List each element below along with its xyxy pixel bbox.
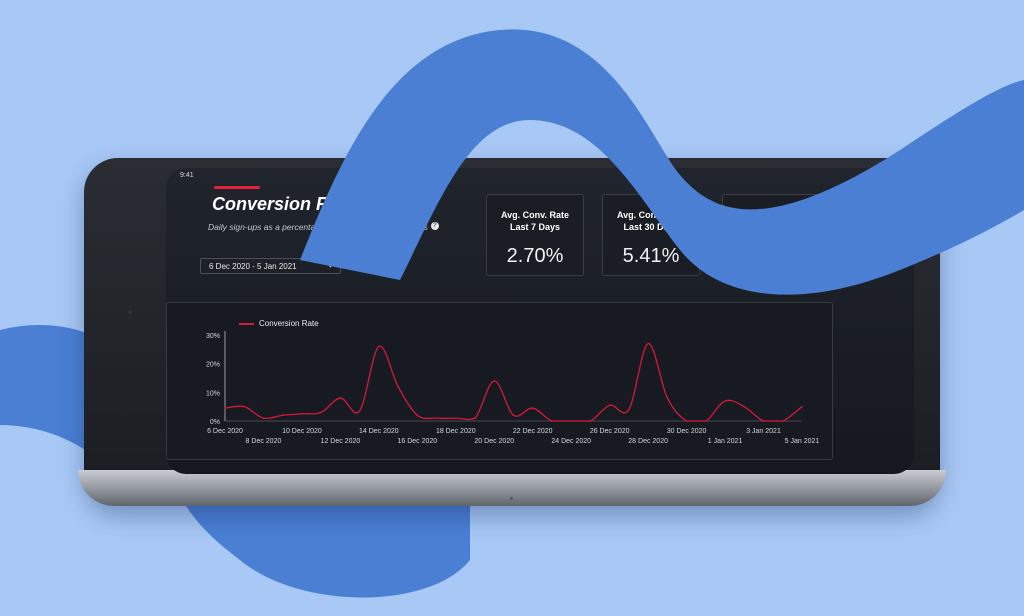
x-tick-label: 1 Jan 2021 xyxy=(708,438,743,445)
caret-down-icon: ▾ xyxy=(328,263,332,270)
data-point xyxy=(762,420,765,422)
stat-card-title: Avg. Conv. Rate Last 30 Days xyxy=(616,210,685,232)
data-point xyxy=(455,417,457,419)
x-tick-label: 5 Jan 2021 xyxy=(785,438,820,445)
data-point xyxy=(666,397,669,399)
data-point xyxy=(512,414,515,417)
x-tick-label: 6 Dec 2020 xyxy=(207,428,243,435)
page-subtitle: Daily sign-ups as a percentage of daily … xyxy=(208,222,439,232)
stat-card-third xyxy=(722,194,820,276)
tablet-rim xyxy=(78,470,946,506)
dashboard-screen: 9:41 •• ◔ ▭ Conversion Rates Daily sign-… xyxy=(166,168,914,474)
date-range-value: 6 Dec 2020 - 5 Jan 2021 xyxy=(209,262,297,271)
status-time: 9:41 xyxy=(180,172,194,179)
data-point xyxy=(493,380,496,382)
data-point xyxy=(608,404,611,407)
x-tick-label: 22 Dec 2020 xyxy=(513,428,553,435)
stat-card-value: 5.41% xyxy=(622,245,680,267)
data-point xyxy=(378,345,380,348)
question-circle-icon[interactable]: ? xyxy=(430,222,439,230)
data-point xyxy=(416,414,419,417)
data-point xyxy=(320,411,322,414)
data-point xyxy=(743,405,746,408)
data-point xyxy=(781,420,784,422)
y-tick-label: 30% xyxy=(206,333,220,340)
data-point xyxy=(724,400,726,402)
x-tick-label: 8 Dec 2020 xyxy=(246,438,282,445)
data-point xyxy=(474,417,476,419)
stat-card-30-days: Avg. Conv. Rate Last 30 Days 5.41% xyxy=(602,194,700,276)
x-tick-label: 20 Dec 2020 xyxy=(474,438,514,445)
x-tick-label: 18 Dec 2020 xyxy=(436,428,476,435)
page-title: Conversion Rates xyxy=(212,194,366,214)
data-point xyxy=(435,417,438,419)
microphone-dot xyxy=(510,497,513,500)
series-line-conversion-rate xyxy=(224,342,803,422)
data-point xyxy=(705,420,707,422)
data-point xyxy=(281,414,284,417)
data-point xyxy=(339,397,342,399)
data-point xyxy=(397,385,399,388)
x-tick-label: 12 Dec 2020 xyxy=(321,438,361,445)
data-point xyxy=(551,420,553,422)
y-tick-label: 10% xyxy=(206,390,220,397)
x-tick-label: 14 Dec 2020 xyxy=(359,428,399,435)
data-point xyxy=(628,408,630,411)
data-point xyxy=(224,407,226,409)
x-tick-label: 10 Dec 2020 xyxy=(282,428,322,435)
y-tick-label: 0% xyxy=(210,419,220,426)
info-circle-icon[interactable]: i xyxy=(334,246,343,255)
status-bar: 9:41 •• ◔ ▭ xyxy=(180,172,900,184)
page-subtitle-text: Daily sign-ups as a percentage of daily … xyxy=(208,222,428,232)
status-icons: •• ◔ ▭ xyxy=(868,173,900,180)
conversion-rate-chart: Conversion Rate 0% 10% 20% 30% 6 Dec 2020 8 D… xyxy=(166,302,833,460)
data-point xyxy=(589,420,592,422)
x-tick-label: 26 Dec 2020 xyxy=(590,428,630,435)
x-tick-label: 28 Dec 2020 xyxy=(628,438,668,445)
data-point xyxy=(801,405,803,408)
title-accent-line xyxy=(214,186,260,189)
legend-label: Conversion Rate xyxy=(259,319,319,328)
data-point xyxy=(358,410,361,412)
y-tick-label: 20% xyxy=(206,362,220,369)
x-tick-label: 24 Dec 2020 xyxy=(551,438,591,445)
x-tick-label: 30 Dec 2020 xyxy=(667,428,707,435)
x-tick-label: 16 Dec 2020 xyxy=(397,438,437,445)
stat-card-value: 2.70% xyxy=(506,245,564,267)
data-point xyxy=(531,407,534,409)
data-point xyxy=(685,420,688,422)
stat-card-title: Avg. Conv. Rate Last 7 Days xyxy=(500,210,569,232)
data-point xyxy=(301,413,303,415)
date-range-select[interactable]: 6 Dec 2020 - 5 Jan 2021 ▾ xyxy=(200,258,341,274)
legend-line-swatch xyxy=(239,322,254,325)
stat-card-7-days: Avg. Conv. Rate Last 7 Days 2.70% xyxy=(486,194,584,276)
data-point xyxy=(570,420,572,422)
data-point xyxy=(243,405,246,408)
data-point xyxy=(647,342,649,345)
camera-dot xyxy=(128,310,132,314)
x-tick-label: 3 Jan 2021 xyxy=(746,428,781,435)
chart-legend: Conversion Rate xyxy=(239,319,319,328)
data-point xyxy=(262,417,265,419)
